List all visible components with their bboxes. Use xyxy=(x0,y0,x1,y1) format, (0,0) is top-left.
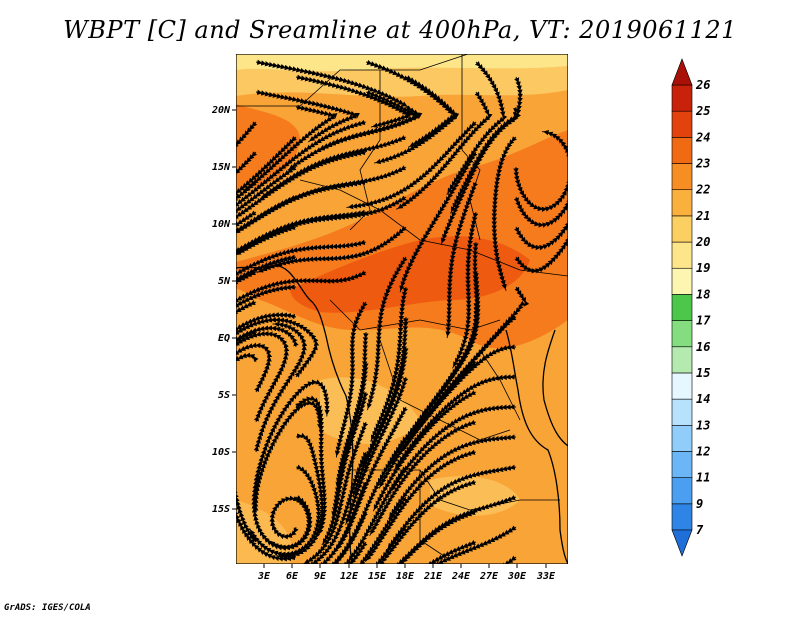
lon-label: 18E xyxy=(396,571,415,582)
colorbar: 7 9 11 12 13 14 15 16 17 18 19 20 21 22 23 24 25 26 xyxy=(671,58,711,557)
colorbar-label: 7 xyxy=(696,523,704,537)
colorbar-swatch xyxy=(671,110,693,138)
colorbar-swatch xyxy=(671,267,693,295)
colorbar-swatch xyxy=(671,424,693,452)
streamline xyxy=(375,526,408,564)
colorbar-swatch xyxy=(671,477,693,505)
colorbar-label: 15 xyxy=(696,366,710,380)
colorbar-swatch xyxy=(671,398,693,426)
colorbar-label: 16 xyxy=(696,340,710,354)
colorbar-swatch xyxy=(671,215,693,243)
lat-label: 20N xyxy=(211,105,231,116)
lake-coast xyxy=(542,329,568,447)
lat-label: 15N xyxy=(212,162,231,173)
lon-label: 30E xyxy=(507,571,527,582)
lat-label: EQ xyxy=(218,333,230,344)
streamline xyxy=(252,399,323,513)
colorbar-swatch xyxy=(671,189,693,217)
colorbar-label: 26 xyxy=(695,78,710,92)
lat-label: 15S xyxy=(212,504,230,515)
lon-label: 27E xyxy=(479,571,499,582)
credit-text: GrADS: IGES/COLA xyxy=(4,603,91,613)
streamline xyxy=(236,300,257,315)
lon-axis: 3E 6E 9E 12E 15E 18E 21E 24E 27E 30E 33E xyxy=(257,571,556,582)
chart-title: WBPT [C] and Sreamline at 400hPa, VT: 20… xyxy=(63,16,737,44)
east-coast xyxy=(505,329,568,564)
colorbar-swatch xyxy=(671,503,693,531)
colorbar-label: 18 xyxy=(696,287,710,301)
colorbar-label: 22 xyxy=(695,183,710,197)
colorbar-label: 14 xyxy=(696,392,710,406)
colorbar-label: 11 xyxy=(696,471,710,485)
colorbar-swatch xyxy=(671,346,693,374)
colorbar-label: 24 xyxy=(695,130,710,144)
streamline xyxy=(236,506,297,562)
lon-ticks xyxy=(263,564,547,568)
lon-label: 12E xyxy=(340,571,359,582)
colorbar-swatch xyxy=(671,451,693,478)
colorbar-swatch xyxy=(671,372,693,400)
colorbar-label: 12 xyxy=(696,444,710,458)
streamline xyxy=(514,233,568,274)
lon-label: 9E xyxy=(314,571,327,582)
colorbar-swatch xyxy=(671,137,693,164)
west-coast xyxy=(236,265,354,564)
lat-label: 10S xyxy=(212,447,230,458)
streamline xyxy=(395,556,408,564)
colorbar-swatch xyxy=(671,294,693,321)
lon-label: 21E xyxy=(423,571,443,582)
lat-ticks xyxy=(232,109,236,510)
lat-label: 5S xyxy=(218,390,230,401)
colorbar-label: 21 xyxy=(695,209,710,223)
lon-label: 6E xyxy=(286,571,299,582)
colorbar-label: 13 xyxy=(696,418,710,432)
streamline xyxy=(500,555,517,564)
colorbar-swatch xyxy=(671,163,693,191)
lon-label: 33E xyxy=(536,571,556,582)
colorbar-max-arrow xyxy=(671,58,693,86)
colorbar-swatch xyxy=(671,241,693,269)
lat-label: 10N xyxy=(212,219,231,230)
streamline xyxy=(399,151,478,293)
colorbar-label: 20 xyxy=(695,235,710,249)
lat-axis: 20N 15N 10N 5N EQ 5S 10S 15S xyxy=(211,105,231,515)
colorbar-swatch xyxy=(671,84,693,112)
colorbar-swatch xyxy=(671,320,693,348)
lat-label: 5N xyxy=(218,276,231,287)
lon-label: 3E xyxy=(257,571,271,582)
colorbar-label: 9 xyxy=(696,497,703,511)
colorbar-min-arrow xyxy=(671,529,693,557)
streamline xyxy=(491,136,518,291)
colorbar-label: 17 xyxy=(696,314,711,328)
lon-label: 24E xyxy=(451,571,471,582)
colorbar-label: 25 xyxy=(695,104,710,118)
map-panel xyxy=(236,54,568,564)
coastlines xyxy=(236,265,568,564)
colorbar-label: 23 xyxy=(695,157,710,171)
borders xyxy=(236,54,568,561)
lon-label: 15E xyxy=(368,571,387,582)
colorbar-label: 19 xyxy=(696,261,710,275)
